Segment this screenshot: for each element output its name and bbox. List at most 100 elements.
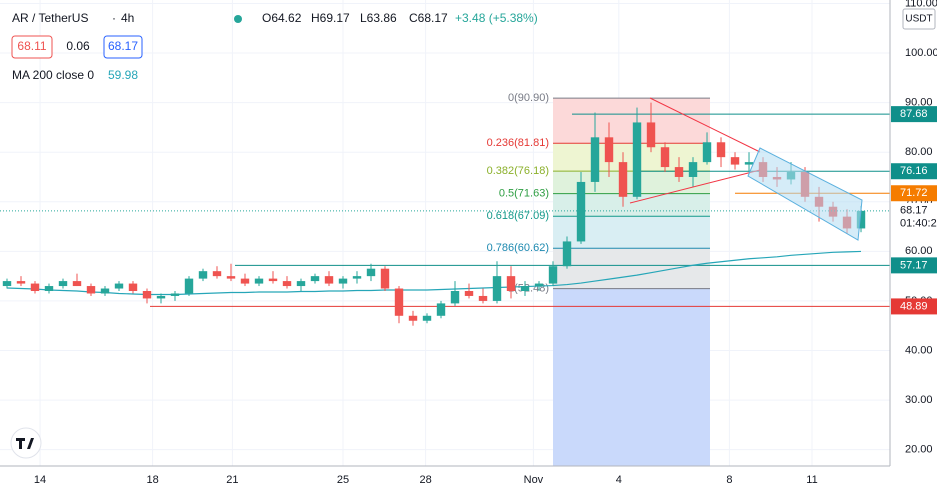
fib-zone: [553, 248, 710, 289]
fib-label: 0.5(71.63): [499, 188, 549, 200]
x-tick-label: 4: [616, 474, 622, 486]
interval: 4h: [121, 11, 134, 25]
level-price: 48.89: [900, 300, 928, 312]
candle-body: [534, 283, 544, 287]
last-price: 68.17: [900, 205, 928, 217]
x-tick-label: 18: [146, 474, 158, 486]
level-price: 57.17: [900, 259, 928, 271]
currency: USDT: [905, 14, 932, 25]
candle-body: [450, 291, 460, 304]
candle-body: [408, 315, 418, 321]
candle-body: [380, 268, 390, 289]
low: L63.86: [360, 11, 397, 25]
candle-body: [30, 283, 40, 292]
candle-body: [44, 286, 54, 292]
candle-body: [660, 147, 670, 168]
candle-body: [2, 281, 12, 287]
candle-body: [618, 162, 628, 197]
candle-body: [170, 293, 180, 296]
candle-body: [212, 271, 222, 277]
fib-zone: [553, 171, 710, 194]
candle-body: [324, 276, 334, 284]
candle-body: [394, 288, 404, 316]
level-price: 87.68: [900, 108, 928, 120]
candle-body: [744, 162, 754, 165]
candle-body: [464, 291, 474, 296]
level-price: 71.72: [900, 187, 928, 199]
candle-body: [296, 281, 306, 287]
candle-body: [16, 281, 26, 284]
descending-channel: [747, 147, 863, 241]
candle-body: [730, 157, 740, 165]
y-tick-label: 90.00: [905, 97, 933, 109]
candle-body: [366, 268, 376, 277]
ma-label: MA 200 close 0: [12, 68, 94, 82]
level-tag: [891, 257, 937, 274]
candle-body: [520, 286, 530, 292]
candle-body: [86, 286, 96, 294]
legend: AR / TetherUS · 4h O64.62 H69.17 L63.86 …: [10, 11, 538, 459]
currency-box[interactable]: [902, 8, 936, 30]
candle-body: [674, 167, 684, 177]
candle-body: [548, 266, 558, 284]
change: +3.48 (+5.38%): [455, 11, 538, 25]
candle-body: [282, 281, 292, 287]
x-tick-label: 28: [419, 474, 431, 486]
level-tag: [891, 185, 937, 202]
plot-layer: 0(90.90) 0.236(81.81) 0.382(76.18) 0.5(71.6…: [0, 92, 890, 326]
bid: 68.11: [17, 39, 46, 53]
ma-value: 59.98: [108, 68, 138, 82]
candle-body: [114, 283, 124, 289]
axis-background: [890, 0, 937, 494]
close: C68.17: [409, 11, 448, 25]
y-tick-label: 80.00: [905, 146, 933, 158]
x-tick-label: Nov: [524, 474, 544, 486]
candle-body: [142, 291, 152, 299]
candle-body: [590, 137, 600, 182]
candle-body: [310, 276, 320, 282]
candle-body: [422, 315, 432, 321]
candle-body: [478, 295, 488, 301]
high: H69.17: [311, 11, 350, 25]
fib-zone: [553, 98, 710, 144]
level-tag: [891, 163, 937, 180]
candle-body: [268, 278, 278, 282]
triangle-upper: [649, 97, 761, 153]
x-tick-label: 25: [337, 474, 349, 486]
candle-body: [436, 303, 446, 316]
ask: 68.17: [108, 39, 138, 53]
y-tick-label: 20.00: [905, 444, 933, 456]
fib-zone: [553, 216, 710, 249]
candle-body: [226, 276, 236, 279]
candle-body: [492, 276, 502, 301]
y-tick-label: 40.00: [905, 344, 933, 356]
level-tag: [891, 106, 937, 123]
triangle-lower: [629, 169, 761, 204]
y-tick-label: 100.00: [905, 47, 937, 59]
candle-body: [58, 281, 68, 287]
symbol: AR / TetherUS: [12, 11, 88, 25]
candle-body: [646, 122, 656, 148]
level-price: 76.16: [900, 165, 928, 177]
candle-body: [184, 278, 194, 294]
x-tick-label: 11: [806, 474, 817, 486]
fib-label: 0.236(81.81): [487, 137, 549, 149]
candle-body: [576, 181, 586, 242]
bid-box[interactable]: [11, 35, 53, 59]
y-tick-label: 60.00: [905, 245, 933, 257]
candle-body: [156, 295, 166, 299]
ask-box[interactable]: [103, 35, 143, 59]
x-tick-label: 8: [726, 474, 732, 486]
fib-label: 0(90.90): [508, 92, 549, 104]
countdown: 01:40:2: [900, 218, 937, 230]
fib-zone: [553, 143, 710, 172]
background-layer: [0, 0, 890, 466]
fib-label: 0.618(67.09): [487, 210, 549, 222]
separator: ·: [112, 11, 116, 25]
candle-body: [856, 210, 866, 229]
x-tick-label: 21: [226, 474, 238, 486]
logo[interactable]: [10, 427, 42, 459]
candle-body: [506, 276, 516, 292]
